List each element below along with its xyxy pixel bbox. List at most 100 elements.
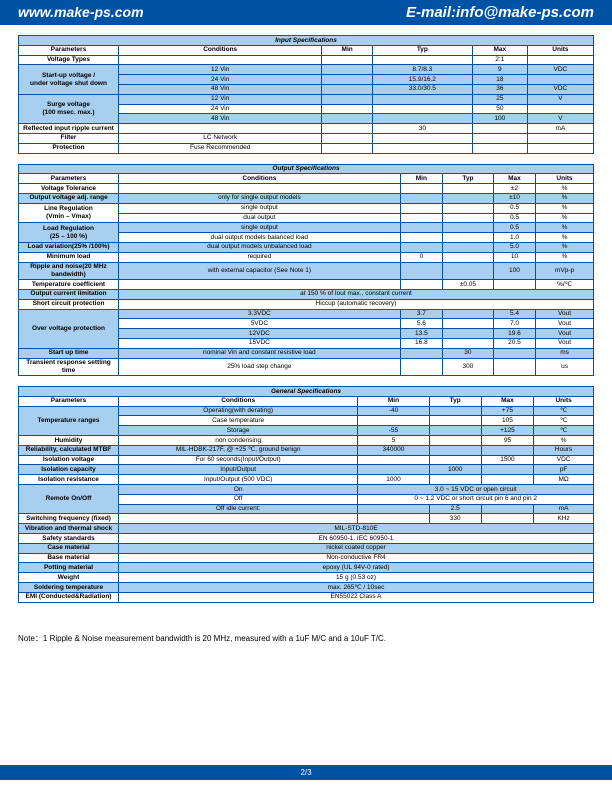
col-head: Parameters xyxy=(19,45,119,55)
max-cell: +75 xyxy=(481,406,534,416)
cond-cell: single output xyxy=(119,223,401,233)
unit-cell: VDC xyxy=(527,65,593,75)
col-head: Typ xyxy=(429,396,481,406)
typ-cell: 33.0/30.5 xyxy=(372,84,472,94)
cond-cell xyxy=(119,514,358,524)
param-cell: Load Regulation(25 – 100 %) xyxy=(19,223,119,243)
col-head: Units xyxy=(527,45,593,55)
param-cell: Surge voltage(100 msec. max.) xyxy=(19,94,119,123)
param-cell: Minimum load xyxy=(19,252,119,262)
merged-cell: MIL-STD-810E xyxy=(119,524,594,534)
min-cell xyxy=(400,348,442,358)
param-cell: Load variation(25% /100%) xyxy=(19,242,119,252)
typ-cell: 30 xyxy=(372,124,472,134)
section-title: Input Specifications xyxy=(19,36,594,46)
unit-cell: % xyxy=(536,203,594,213)
min-cell xyxy=(322,104,372,114)
param-cell: Humidity xyxy=(19,436,119,446)
unit-cell: % xyxy=(536,252,594,262)
cond-cell xyxy=(119,280,401,290)
min-cell xyxy=(400,223,442,233)
param-cell: Weight xyxy=(19,573,119,583)
max-cell: 36 xyxy=(472,84,527,94)
email-contact: E-mail:info@make-ps.com xyxy=(406,4,594,21)
min-cell xyxy=(400,213,442,223)
unit-cell: us xyxy=(536,358,594,376)
param-cell: Filter xyxy=(19,133,119,143)
typ-cell xyxy=(443,338,494,348)
col-head: Min xyxy=(358,396,429,406)
cond-cell: required xyxy=(119,252,401,262)
param-cell: Potting material xyxy=(19,563,119,573)
cond-cell: MIL-HDBK-217F, @ +25 ℃, ground benign xyxy=(119,445,358,455)
min-cell xyxy=(322,143,372,153)
max-cell: ±2 xyxy=(493,184,535,194)
footer-bar: 2/3 xyxy=(0,765,612,780)
cond-cell: 15VDC xyxy=(119,338,401,348)
max-cell: 7.0 xyxy=(493,319,535,329)
unit-cell xyxy=(527,133,593,143)
typ-cell xyxy=(429,436,481,446)
cond-cell: Input/Output xyxy=(119,465,358,475)
max-cell: 0.5 xyxy=(493,223,535,233)
param-cell: Voltage Tolerance xyxy=(19,184,119,194)
cond-cell: 24 Vin xyxy=(119,75,322,85)
param-cell: Soldering temperature xyxy=(19,583,119,593)
max-cell: +125 xyxy=(481,426,534,436)
typ-cell: 330 xyxy=(429,514,481,524)
max-cell: 5.0 xyxy=(493,242,535,252)
param-cell: Reliability, calculated MTBF xyxy=(19,445,119,455)
typ-cell xyxy=(443,262,494,280)
merged-cell: Non-conductive FR4 xyxy=(119,553,594,563)
output-spec-table: Output SpecificationsParametersCondition… xyxy=(18,164,594,377)
cond-cell: Input/Output (500 VDC) xyxy=(119,475,358,485)
cond-cell: Fuse Recommended xyxy=(119,143,322,153)
max-cell: 25 xyxy=(472,94,527,104)
max-cell: 95 xyxy=(481,436,534,446)
cond-cell: On xyxy=(119,485,358,495)
unit-cell: % xyxy=(536,242,594,252)
min-cell xyxy=(322,75,372,85)
unit-cell xyxy=(527,104,593,114)
merged-cell: EN 60950-1, IEC 60950-1 xyxy=(119,534,594,544)
min-cell: 5 xyxy=(358,436,429,446)
col-head: Conditions xyxy=(119,45,322,55)
typ-cell: 1000 xyxy=(429,465,481,475)
unit-cell: ℃ xyxy=(534,406,594,416)
param-cell: Isolation voltage xyxy=(19,455,119,465)
typ-cell: 30 xyxy=(443,348,494,358)
min-cell xyxy=(400,242,442,252)
unit-cell: VDC xyxy=(534,455,594,465)
col-head: Parameters xyxy=(19,396,119,406)
param-cell: Line Regulation(Vmin – Vmax) xyxy=(19,203,119,223)
max-cell: 50 xyxy=(472,104,527,114)
cond-cell: 5VDC xyxy=(119,319,401,329)
typ-cell xyxy=(372,55,472,65)
unit-cell: pF xyxy=(534,465,594,475)
param-cell: Case material xyxy=(19,543,119,553)
merged-cell: 15 g (0.53 oz) xyxy=(119,573,594,583)
typ-cell xyxy=(372,143,472,153)
unit-cell xyxy=(527,75,593,85)
unit-cell: V xyxy=(527,114,593,124)
header-bar: www.make-ps.com E-mail:info@make-ps.com xyxy=(0,0,612,25)
cond-cell: 48 Vin xyxy=(119,114,322,124)
col-head: Typ xyxy=(372,45,472,55)
min-cell: 340000 xyxy=(358,445,429,455)
unit-cell: %/℃ xyxy=(536,280,594,290)
typ-cell xyxy=(372,133,472,143)
max-cell xyxy=(493,358,535,376)
col-head: Max xyxy=(481,396,534,406)
unit-cell: VDC xyxy=(527,84,593,94)
min-cell xyxy=(322,84,372,94)
max-cell: 2:1 xyxy=(472,55,527,65)
min-cell: -40 xyxy=(358,406,429,416)
min-cell xyxy=(322,124,372,134)
param-cell: Output voltage adj. range xyxy=(19,193,119,203)
param-cell: Output current limitation xyxy=(19,289,119,299)
unit-cell: % xyxy=(536,233,594,243)
param-cell: Transient response settling time xyxy=(19,358,119,376)
min-cell: 16.8 xyxy=(400,338,442,348)
min-cell: 0 xyxy=(400,252,442,262)
unit-cell xyxy=(527,55,593,65)
